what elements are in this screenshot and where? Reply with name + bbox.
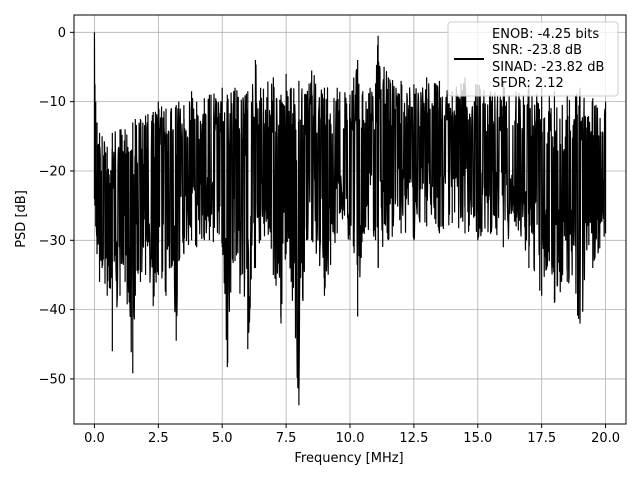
y-tick-label: 0 bbox=[58, 26, 66, 41]
x-tick-label: 20.0 bbox=[591, 431, 620, 446]
legend-entry: SINAD: -23.82 dB bbox=[492, 60, 604, 75]
x-tick-label: 7.5 bbox=[276, 431, 297, 446]
legend: ENOB: -4.25 bits SNR: -23.8 dB SINAD: -2… bbox=[447, 21, 619, 97]
data-layer bbox=[93, 32, 607, 406]
x-tick-label: 0.0 bbox=[84, 431, 105, 446]
legend-entry: SFDR: 2.12 bbox=[492, 76, 564, 91]
x-tick-label: 2.5 bbox=[148, 431, 169, 446]
y-tick-label: −40 bbox=[39, 303, 66, 318]
x-axis-label: Frequency [MHz] bbox=[294, 451, 403, 466]
axes bbox=[70, 14, 627, 428]
legend-entry: SNR: -23.8 dB bbox=[492, 43, 582, 58]
legend-entry: ENOB: -4.25 bits bbox=[492, 27, 599, 42]
x-tick-label: 15.0 bbox=[463, 431, 492, 446]
y-tick-label: −50 bbox=[39, 372, 66, 387]
legend-box bbox=[447, 21, 619, 97]
x-tick-label: 5.0 bbox=[212, 431, 233, 446]
x-tick-label: 12.5 bbox=[399, 431, 428, 446]
y-tick-label: −30 bbox=[39, 234, 66, 249]
y-axis-label: PSD [dB] bbox=[14, 190, 29, 248]
y-tick-label: −10 bbox=[39, 95, 66, 110]
x-tick-label: 10.0 bbox=[336, 431, 365, 446]
x-tick-label: 17.5 bbox=[527, 431, 556, 446]
y-tick-label: −20 bbox=[39, 164, 66, 179]
tick-labels: 0.0 2.5 5.0 7.5 10.0 12.5 15.0 17.5 20.0 0 −10 −20 −… bbox=[39, 26, 620, 446]
psd-series-line bbox=[93, 32, 607, 406]
